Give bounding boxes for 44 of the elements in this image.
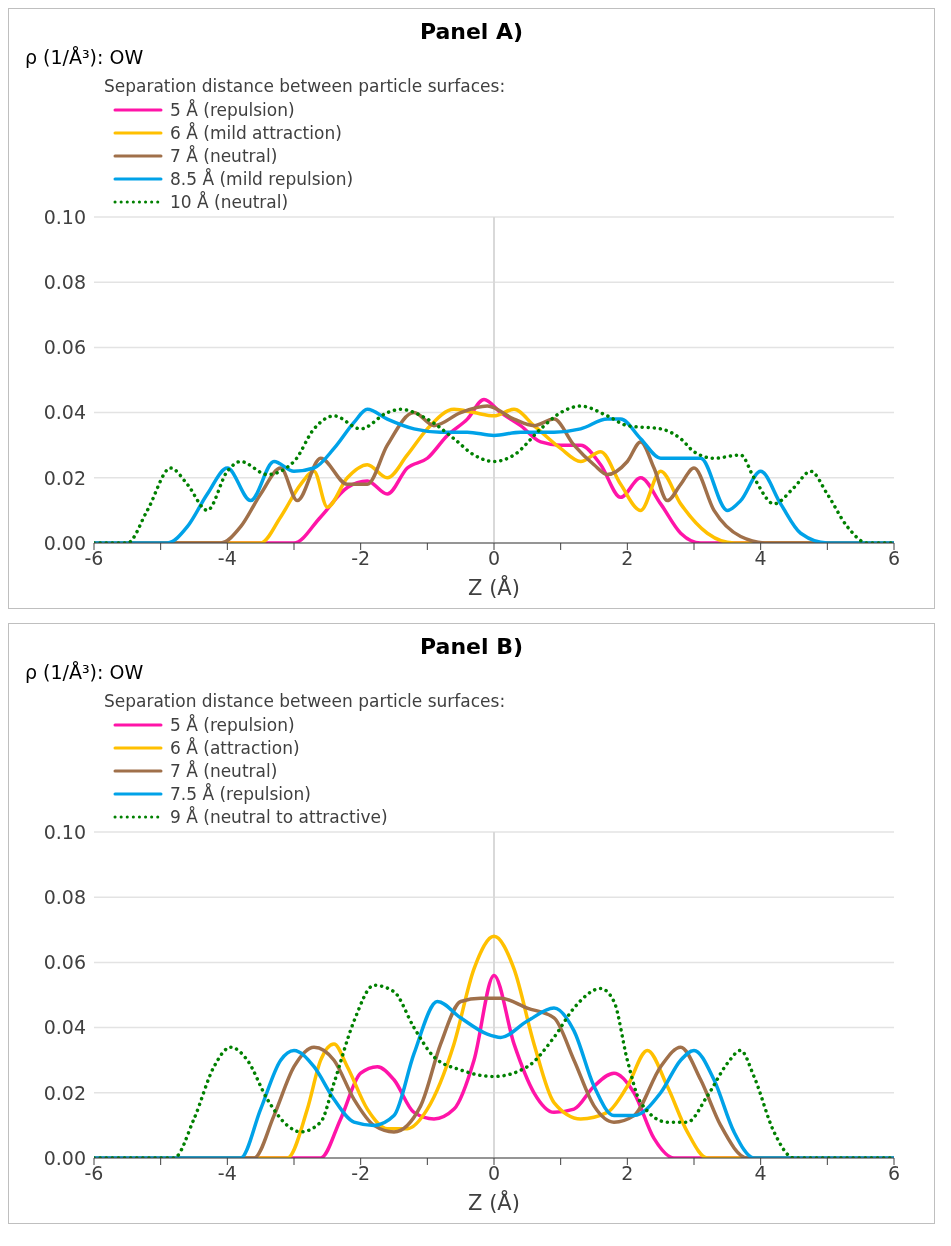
- y-axis-title: ρ (1/Å³): OW: [25, 46, 145, 68]
- legend-label: 6 Å (attraction): [170, 737, 300, 758]
- legend-label: 5 Å (repulsion): [170, 99, 295, 120]
- y-tick-label: 0.04: [43, 1016, 86, 1039]
- y-tick-label: 0.02: [43, 1081, 86, 1104]
- legend-title: Separation distance between particle surfaces:: [104, 691, 506, 711]
- x-tick-label: 0: [487, 547, 501, 570]
- x-tick-label: 2: [621, 1162, 634, 1185]
- y-tick-label: 0.08: [43, 885, 86, 908]
- y-tick-label: 0.10: [43, 205, 86, 228]
- y-tick-label: 0.06: [43, 951, 86, 974]
- x-tick-label: 2: [621, 547, 634, 570]
- y-tick-label: 0.06: [43, 336, 86, 359]
- x-tick-label: -6: [84, 547, 104, 570]
- x-axis-title: Z (Å): [468, 1189, 520, 1215]
- y-tick-label: 0.00: [43, 531, 86, 554]
- x-tick-label: 4: [754, 1162, 767, 1185]
- chart-title: Panel A): [418, 19, 525, 44]
- x-tick-label: -2: [351, 547, 371, 570]
- y-tick-label: 0.08: [43, 270, 86, 293]
- legend-label: 7.5 Å (repulsion): [170, 783, 311, 804]
- y-axis-title: ρ (1/Å³): OW: [25, 661, 145, 683]
- x-tick-label: 4: [754, 547, 767, 570]
- y-tick-label: 0.10: [43, 820, 86, 843]
- x-tick-label: -6: [84, 1162, 104, 1185]
- legend-label: 10 Å (neutral): [170, 191, 289, 212]
- legend-label: 6 Å (mild attraction): [170, 122, 342, 143]
- y-tick-label: 0.04: [43, 401, 86, 424]
- legend-title: Separation distance between particle surfaces:: [104, 76, 506, 96]
- chart-title: Panel B): [419, 634, 524, 659]
- y-tick-label: 0.00: [43, 1146, 86, 1169]
- x-tick-label: -4: [217, 1162, 237, 1185]
- legend-label: 5 Å (repulsion): [170, 714, 295, 735]
- x-tick-label: 6: [887, 547, 901, 570]
- legend-label: 7 Å (neutral): [170, 760, 278, 781]
- legend-label: 7 Å (neutral): [170, 145, 278, 166]
- x-tick-label: 0: [487, 1162, 501, 1185]
- legend-label: 9 Å (neutral to attractive): [170, 806, 388, 827]
- x-axis-title: Z (Å): [468, 574, 520, 600]
- x-tick-label: -4: [217, 547, 237, 570]
- x-tick-label: -2: [351, 1162, 371, 1185]
- legend-label: 8.5 Å (mild repulsion): [170, 168, 354, 189]
- y-tick-label: 0.02: [43, 466, 86, 489]
- x-tick-label: 6: [887, 1162, 901, 1185]
